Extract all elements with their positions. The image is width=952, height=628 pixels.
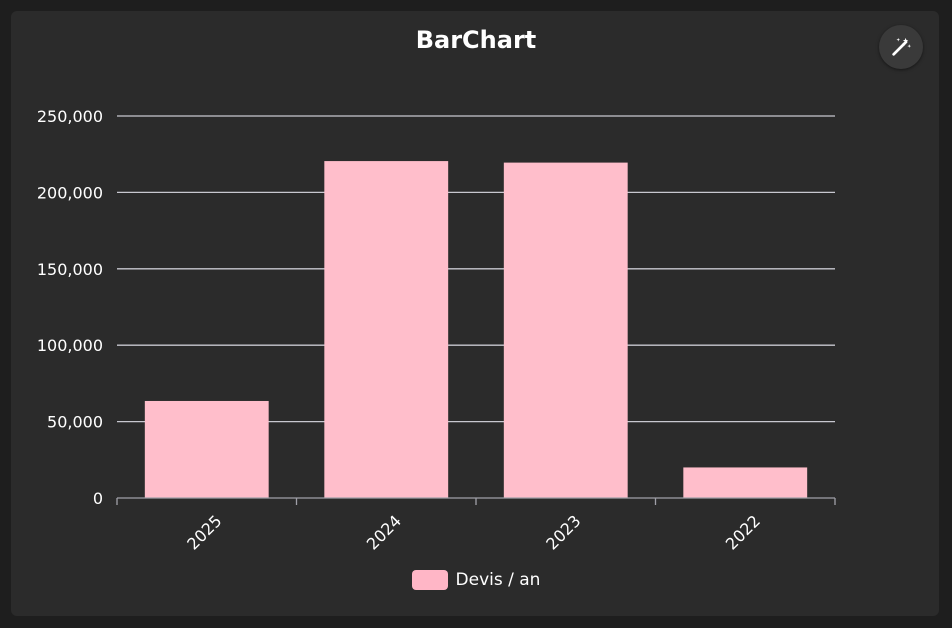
- magic-wand-icon: [892, 37, 912, 56]
- x-axis: [116, 497, 836, 505]
- y-tick-label: 250,000: [37, 107, 103, 126]
- bar-2025[interactable]: [144, 400, 269, 498]
- y-tick-label: 0: [93, 489, 103, 508]
- bar-2023[interactable]: [503, 162, 628, 498]
- y-tick-label: 100,000: [37, 336, 103, 355]
- y-tick-label: 150,000: [37, 260, 103, 279]
- magic-wand-button[interactable]: [879, 25, 923, 69]
- legend-label[interactable]: Devis / an: [455, 570, 541, 590]
- chart-card: [11, 11, 939, 616]
- x-tick-label: 2022: [722, 511, 764, 553]
- y-tick-label: 50,000: [47, 413, 103, 432]
- bar-2022[interactable]: [683, 467, 808, 498]
- x-axis-tick-labels: 2025 2024 2023 2022: [183, 511, 764, 553]
- legend: Devis / an: [0, 570, 952, 590]
- chart-title: BarChart: [415, 26, 537, 54]
- legend-swatch[interactable]: [411, 570, 448, 590]
- bar-2024[interactable]: [324, 161, 449, 499]
- x-tick-label: 2023: [542, 511, 584, 553]
- x-tick-label: 2024: [363, 511, 405, 553]
- grid-lines: [117, 115, 835, 423]
- y-tick-label: 200,000: [37, 183, 103, 202]
- bars: [144, 161, 808, 499]
- x-tick-label: 2025: [183, 511, 225, 553]
- y-axis-tick-labels: 0 50,000 100,000 150,000 200,000 250,000: [37, 107, 103, 508]
